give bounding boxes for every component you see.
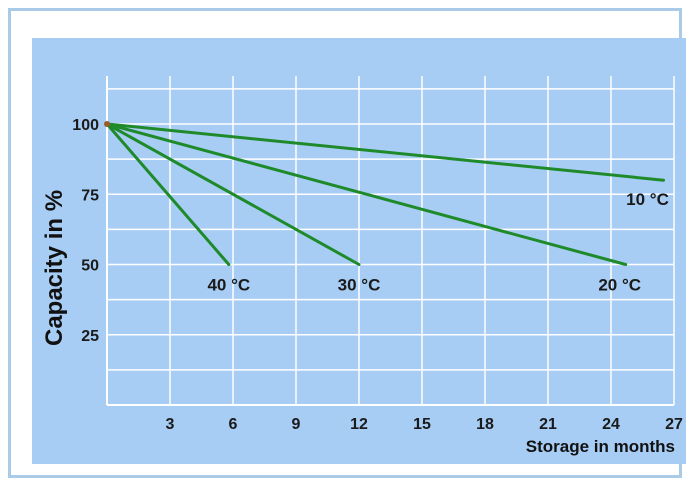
x-tick-label: 18 <box>476 416 494 433</box>
series-label: 30 °C <box>338 276 381 295</box>
series-label: 10 °C <box>626 190 669 209</box>
y-tick-label: 50 <box>81 258 99 275</box>
x-tick-label: 24 <box>602 416 620 433</box>
tick-labels: 3 6 9 12 15 18 21 24 27 25 50 75 100 <box>72 117 683 433</box>
series-lines <box>104 121 665 266</box>
x-tick-label: 27 <box>665 416 683 433</box>
series-label: 40 °C <box>207 276 250 295</box>
x-tick-label: 15 <box>413 416 431 433</box>
x-tick-label: 21 <box>539 416 557 433</box>
y-tick-label: 75 <box>81 187 99 204</box>
x-tick-label: 3 <box>166 416 175 433</box>
y-tick-label: 100 <box>72 117 99 134</box>
series-label: 20 °C <box>598 276 641 295</box>
series-line <box>105 122 361 266</box>
x-tick-label: 6 <box>229 416 238 433</box>
grid-lines <box>107 76 675 406</box>
series-labels: 40 °C 30 °C 20 °C 10 °C <box>207 190 668 294</box>
x-axis-label: Storage in months <box>526 437 675 456</box>
series-line <box>105 122 628 266</box>
series-line <box>105 122 231 266</box>
axes <box>106 76 674 406</box>
origin-point <box>104 121 110 127</box>
y-axis-label: Capacity in % <box>41 190 68 346</box>
y-tick-label: 25 <box>81 328 99 345</box>
x-tick-label: 9 <box>292 416 301 433</box>
x-tick-label: 12 <box>350 416 368 433</box>
series-line <box>105 122 665 182</box>
